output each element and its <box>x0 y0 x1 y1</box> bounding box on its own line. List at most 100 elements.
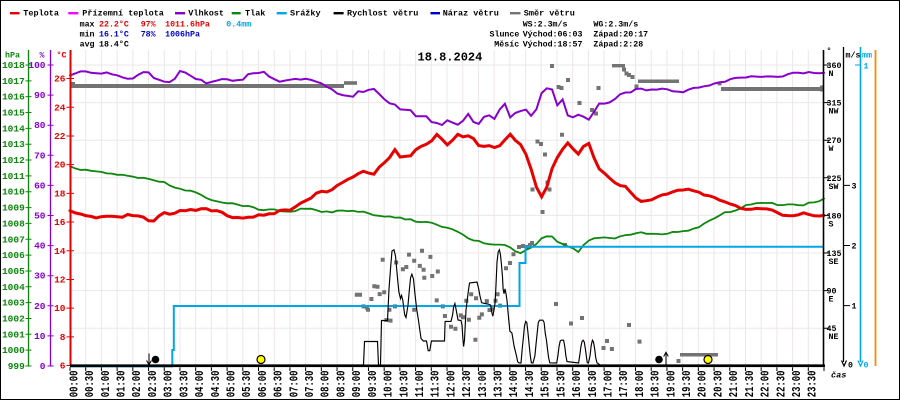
svg-text:WS:2.3m/s: WS:2.3m/s <box>523 20 568 30</box>
svg-text:1011.6hPa: 1011.6hPa <box>165 20 210 30</box>
svg-text:03:00: 03:00 <box>163 371 177 398</box>
svg-text:°C: °C <box>57 52 67 61</box>
svg-text:50: 50 <box>34 211 46 222</box>
svg-text:1: 1 <box>852 303 857 312</box>
svg-text:1009: 1009 <box>2 203 25 214</box>
svg-text:%: % <box>40 52 45 61</box>
svg-text:1017: 1017 <box>2 76 25 87</box>
svg-text:°: ° <box>827 48 832 57</box>
svg-text:40: 40 <box>34 241 46 252</box>
svg-text:12: 12 <box>54 274 66 285</box>
svg-text:Východ:06:03: Východ:06:03 <box>523 30 583 40</box>
svg-text:00:30: 00:30 <box>84 371 98 398</box>
svg-text:Slunce: Slunce <box>490 30 520 40</box>
svg-text:18.4°C: 18.4°C <box>99 41 129 50</box>
svg-text:Směr větru: Směr větru <box>524 8 575 18</box>
svg-text:18:30: 18:30 <box>650 371 664 398</box>
svg-text:1001: 1001 <box>2 329 25 340</box>
svg-text:11:00: 11:00 <box>414 371 428 398</box>
svg-text:22: 22 <box>54 131 66 142</box>
svg-text:1005: 1005 <box>2 266 25 277</box>
svg-text:NW: NW <box>829 108 839 117</box>
svg-text:225: 225 <box>827 175 842 184</box>
svg-text:14:30: 14:30 <box>524 371 538 398</box>
svg-text:19:30: 19:30 <box>681 371 695 398</box>
svg-text:21:00: 21:00 <box>728 371 742 398</box>
svg-text:18:00: 18:00 <box>634 371 648 398</box>
svg-text:W: W <box>829 145 834 154</box>
svg-text:1: 1 <box>864 63 869 72</box>
svg-text:Východ:18:57: Východ:18:57 <box>523 40 583 50</box>
svg-text:Měsíc: Měsíc <box>494 40 519 50</box>
svg-text:04:30: 04:30 <box>210 371 224 398</box>
svg-text:270: 270 <box>827 137 842 146</box>
svg-text:SE: SE <box>829 258 839 267</box>
svg-text:1018: 1018 <box>2 60 25 71</box>
svg-text:22.2°C: 22.2°C <box>99 21 129 30</box>
svg-text:06:30: 06:30 <box>273 371 287 398</box>
svg-text:100: 100 <box>28 60 45 71</box>
svg-text:1002: 1002 <box>2 313 25 324</box>
svg-text:2: 2 <box>852 243 857 252</box>
svg-text:02:30: 02:30 <box>147 371 161 398</box>
svg-text:17:30: 17:30 <box>618 371 632 398</box>
svg-text:E: E <box>829 296 834 305</box>
svg-text:1013: 1013 <box>2 139 25 150</box>
svg-text:Západ:2:28: Západ:2:28 <box>593 40 643 50</box>
svg-text:0: 0 <box>864 362 869 371</box>
svg-text:05:00: 05:00 <box>225 371 239 398</box>
svg-text:78%: 78% <box>141 31 156 40</box>
svg-text:15:00: 15:00 <box>540 371 554 398</box>
svg-text:1014: 1014 <box>2 123 25 134</box>
svg-text:315: 315 <box>827 100 842 109</box>
svg-text:1004: 1004 <box>2 282 25 293</box>
svg-text:čas: čas <box>831 371 846 381</box>
svg-text:22:30: 22:30 <box>775 371 789 398</box>
svg-text:min: min <box>80 30 95 40</box>
svg-text:135: 135 <box>827 250 842 259</box>
svg-text:16.1°C: 16.1°C <box>99 31 129 40</box>
svg-text:Teplota: Teplota <box>23 8 59 18</box>
svg-text:26: 26 <box>54 74 66 85</box>
svg-text:1011: 1011 <box>2 171 25 182</box>
svg-text:10: 10 <box>34 331 46 342</box>
svg-text:80: 80 <box>34 120 46 131</box>
svg-text:Náraz větru: Náraz větru <box>443 8 499 18</box>
svg-text:180: 180 <box>827 212 842 221</box>
svg-text:04:00: 04:00 <box>194 371 208 398</box>
svg-text:90: 90 <box>34 90 46 101</box>
svg-text:15:30: 15:30 <box>555 371 569 398</box>
svg-text:max: max <box>80 21 95 30</box>
svg-text:NE: NE <box>829 333 839 342</box>
svg-text:01:00: 01:00 <box>100 371 114 398</box>
svg-text:1016: 1016 <box>2 92 25 103</box>
svg-text:13:30: 13:30 <box>492 371 506 398</box>
svg-text:90: 90 <box>827 288 837 297</box>
svg-text:45: 45 <box>827 325 837 334</box>
svg-text:N: N <box>829 70 834 79</box>
svg-text:0.4mm: 0.4mm <box>226 21 251 30</box>
svg-text:Přízemní teplota: Přízemní teplota <box>82 8 164 18</box>
svg-text:1007: 1007 <box>2 234 25 245</box>
svg-text:1003: 1003 <box>2 298 25 309</box>
svg-text:23:00: 23:00 <box>791 371 805 398</box>
svg-text:hPa: hPa <box>5 51 20 61</box>
svg-text:16: 16 <box>54 217 66 228</box>
svg-text:8: 8 <box>60 332 66 343</box>
svg-text:m/s: m/s <box>846 51 861 61</box>
svg-text:WG:2.3m/s: WG:2.3m/s <box>593 20 638 30</box>
svg-text:22:00: 22:00 <box>759 371 773 398</box>
svg-text:Srážky: Srážky <box>290 8 321 18</box>
svg-text:16:00: 16:00 <box>571 371 585 398</box>
svg-text:6: 6 <box>60 361 66 372</box>
svg-text:1015: 1015 <box>2 108 25 119</box>
svg-text:Tlak: Tlak <box>245 8 265 18</box>
svg-text:97%: 97% <box>141 21 156 30</box>
svg-text:10:00: 10:00 <box>382 371 396 398</box>
svg-text:1008: 1008 <box>2 218 25 229</box>
svg-text:14:00: 14:00 <box>508 371 522 398</box>
svg-text:07:00: 07:00 <box>288 371 302 398</box>
svg-text:06:00: 06:00 <box>257 371 271 398</box>
svg-text:08:00: 08:00 <box>320 371 334 398</box>
svg-text:07:30: 07:30 <box>304 371 318 398</box>
